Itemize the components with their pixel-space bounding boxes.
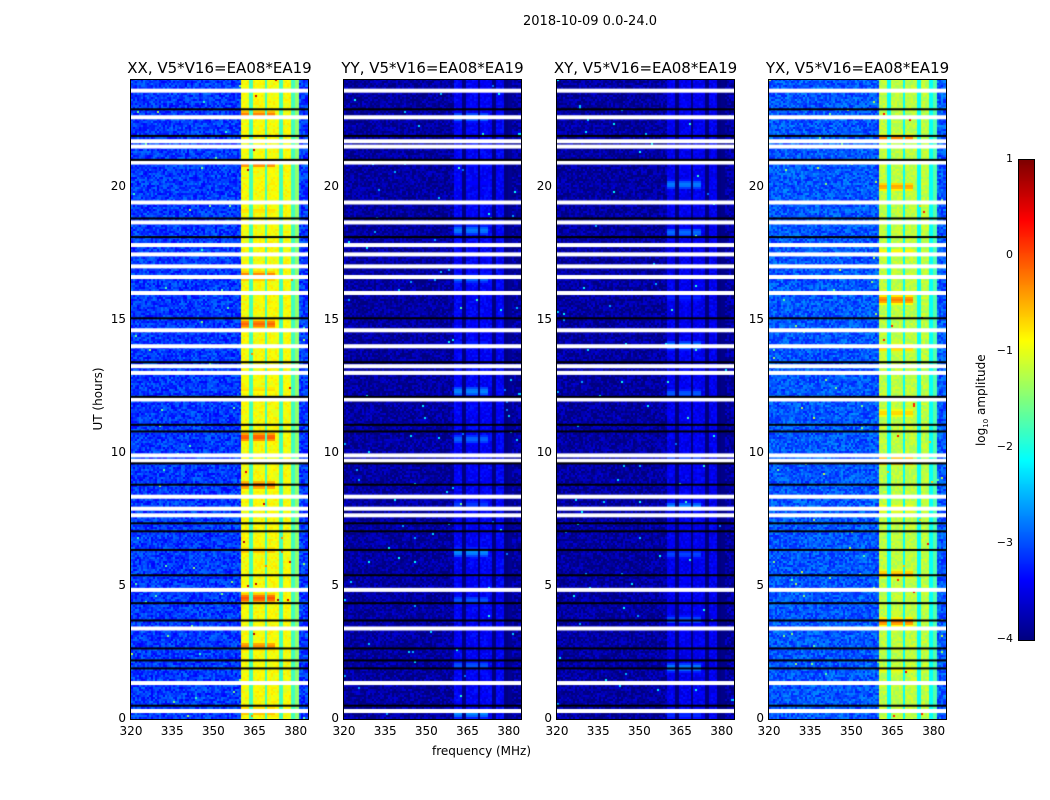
x-tick-label: 350 <box>201 724 225 738</box>
colorbar-frame <box>1018 159 1035 641</box>
x-tick-label: 365 <box>669 724 692 738</box>
colorbar-tick-label: −2 <box>996 440 1013 453</box>
panel-title: YY, V5*V16=EA08*EA19 <box>341 59 524 77</box>
figure-title: 2018-10-09 0.0-24.0 <box>523 14 657 29</box>
y-tick-label: 10 <box>110 444 126 459</box>
x-tick-label: 335 <box>373 724 397 738</box>
heatmap-yx <box>769 80 946 719</box>
colorbar-label-rest: amplitude <box>973 354 988 419</box>
y-tick-label: 5 <box>118 577 126 592</box>
panel-frame <box>130 79 309 720</box>
x-tick-label: 380 <box>497 724 521 738</box>
y-tick-label: 5 <box>331 577 339 592</box>
colorbar-tick-label: −4 <box>996 632 1013 645</box>
y-tick-label: 20 <box>748 178 764 193</box>
x-tick-label: 350 <box>414 724 438 738</box>
colorbar-tick-label: −1 <box>996 344 1013 357</box>
heatmap-xx <box>131 80 308 719</box>
colorbar-label-main: log <box>973 427 988 447</box>
panel-frame <box>768 79 947 720</box>
y-tick-label: 0 <box>544 711 552 725</box>
x-tick-label: 350 <box>839 724 863 738</box>
x-tick-label: 320 <box>332 724 356 738</box>
x-tick-label: 335 <box>586 724 610 738</box>
y-tick-label: 20 <box>323 178 339 193</box>
x-tick-label: 380 <box>922 724 946 738</box>
y-tick-label: 15 <box>323 311 339 326</box>
colorbar-tick-label: 1 <box>1006 152 1013 165</box>
x-tick-label: 365 <box>456 724 479 738</box>
colorbar-label: log10 amplitude <box>974 340 990 460</box>
y-tick-label: 0 <box>756 711 764 725</box>
y-tick-label: 0 <box>118 711 126 725</box>
x-tick-label: 320 <box>545 724 569 738</box>
x-tick-label: 335 <box>160 724 184 738</box>
y-tick-label: 0 <box>331 711 339 725</box>
y-tick-label: 5 <box>544 577 552 592</box>
y-tick-label: 5 <box>756 577 764 592</box>
x-tick-label: 320 <box>119 724 143 738</box>
x-tick-label: 380 <box>710 724 734 738</box>
y-tick-label: 10 <box>748 444 764 459</box>
panel-frame <box>556 79 735 720</box>
x-tick-label: 320 <box>757 724 781 738</box>
x-tick-label: 335 <box>798 724 822 738</box>
panel-title: XX, V5*V16=EA08*EA19 <box>127 59 312 77</box>
colorbar-tick-label: −3 <box>996 536 1013 549</box>
y-tick-label: 20 <box>110 178 126 193</box>
x-tick-label: 365 <box>243 724 266 738</box>
colorbar-label-sub: 10 <box>982 418 991 428</box>
panel-title: XY, V5*V16=EA08*EA19 <box>553 59 738 77</box>
x-tick-label: 365 <box>881 724 904 738</box>
y-tick-label: 10 <box>323 444 339 459</box>
y-tick-label: 15 <box>536 311 552 326</box>
heatmap-yy <box>344 80 521 719</box>
panel-frame <box>343 79 522 720</box>
y-tick-label: 15 <box>110 311 126 326</box>
y-tick-label: 20 <box>536 178 552 193</box>
colorbar-gradient <box>1019 160 1034 640</box>
y-axis-label: UT (hours) <box>91 367 105 431</box>
x-tick-label: 350 <box>627 724 651 738</box>
heatmap-xy <box>557 80 734 719</box>
y-tick-label: 15 <box>748 311 764 326</box>
y-tick-label: 10 <box>536 444 552 459</box>
x-tick-label: 380 <box>284 724 308 738</box>
panel-title: YX, V5*V16=EA08*EA19 <box>765 59 950 77</box>
colorbar-tick-label: 0 <box>1006 248 1013 261</box>
x-axis-label: frequency (MHz) <box>432 744 532 758</box>
